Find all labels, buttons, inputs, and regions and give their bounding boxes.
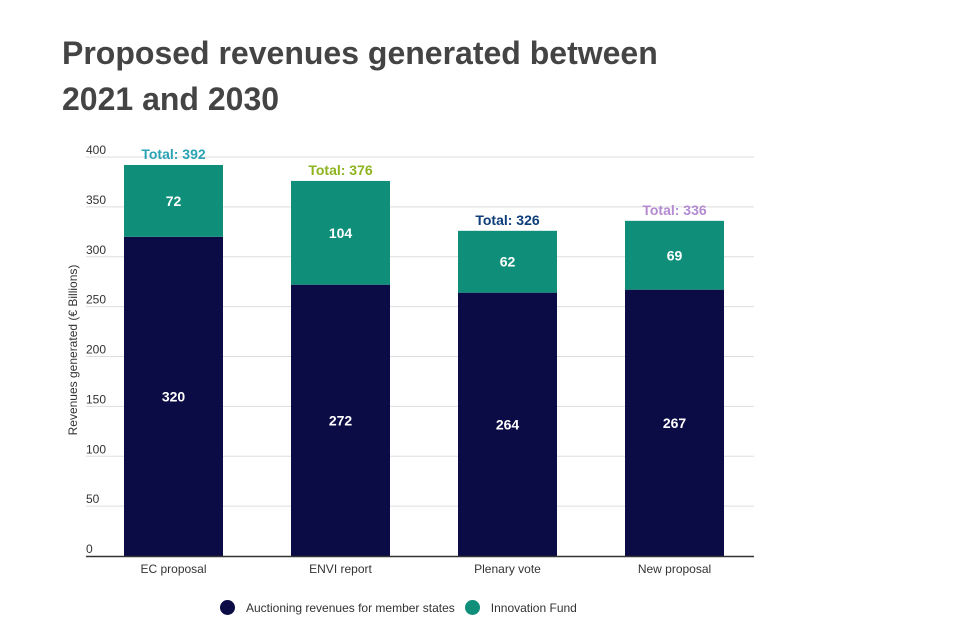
x-tick-label: ENVI report [309,562,372,576]
bar-value-label: 267 [663,415,687,431]
bar-segment [625,289,724,556]
bars: 320 72 Total: 392 272 104 Total: 376 264 62 Tota… [124,146,724,557]
bar-segment [124,236,223,557]
x-tick-label: Plenary vote [474,562,541,576]
legend-label-auctioning: Auctioning revenues for member states [246,600,455,615]
bar-value-label: 264 [496,416,520,432]
x-tick-label: New proposal [638,562,711,576]
legend-label-innovation-fund: Innovation Fund [490,600,577,615]
bar-segment [458,292,557,556]
bar-segment [458,230,557,293]
y-tick-label: 300 [86,243,106,257]
y-tick-label: 350 [86,193,106,207]
bar-segment [291,284,390,556]
y-tick-label: 400 [86,143,106,157]
legend-item-auctioning: Auctioning revenues for member states [220,600,455,615]
bar-value-label: 69 [667,247,683,263]
bar-value-label: 72 [166,193,182,209]
bar-total-label: Total: 376 [308,162,373,178]
chart-title: Proposed revenues generated between 2021… [62,35,658,117]
y-axis-tick-labels: 0 50 100 150 200 250 300 350 400 [86,143,106,556]
bar-value-label: 104 [329,225,353,241]
y-tick-label: 250 [86,293,106,307]
bar-segment [625,220,724,290]
y-axis-label: Revenues generated (€ Billions) [66,265,80,436]
y-tick-label: 50 [86,492,100,506]
x-tick-label: EC proposal [140,562,206,576]
bar-segment [124,164,223,237]
bar-total-label: Total: 336 [642,202,707,218]
legend-item-innovation-fund: Innovation Fund [464,600,577,615]
y-tick-label: 100 [86,442,106,456]
legend: Auctioning revenues for member states In… [220,600,587,615]
y-tick-label: 150 [86,392,106,406]
legend-swatch-auctioning [220,600,235,615]
bar-value-label: 320 [162,388,186,404]
x-axis-tick-labels: EC proposal ENVI report Plenary vote New pr… [140,562,711,576]
y-tick-label: 200 [86,343,106,357]
legend-swatch-innovation-fund [464,600,480,615]
bar-segment [291,180,390,285]
bar-value-label: 62 [500,254,516,270]
bar-value-label: 272 [329,412,353,428]
y-tick-label: 0 [86,542,93,556]
bar-total-label: Total: 392 [141,146,206,162]
bar-total-label: Total: 326 [475,212,540,228]
